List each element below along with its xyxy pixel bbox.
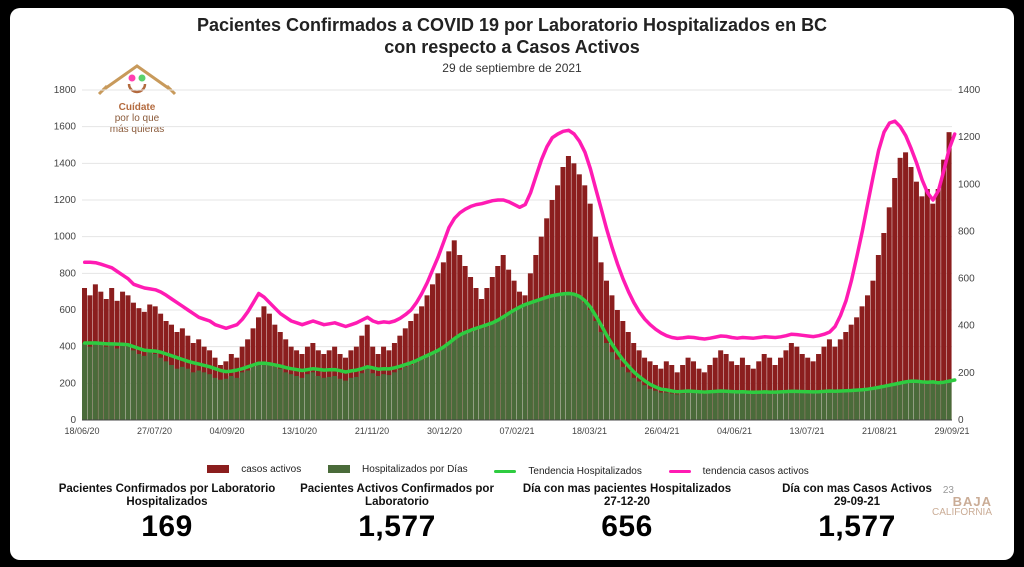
svg-text:1400: 1400 (958, 85, 981, 96)
stat-active: Pacientes Activos Confirmados por Labora… (282, 483, 512, 544)
svg-text:26/04/21: 26/04/21 (644, 426, 679, 436)
svg-text:400: 400 (59, 341, 76, 352)
stat-value: 656 (512, 510, 742, 544)
stat-value: 169 (52, 510, 282, 544)
svg-text:1200: 1200 (54, 195, 77, 206)
stat-value: 1,577 (282, 510, 512, 544)
legend-trend-hosp: Tendencia Hospitalizados (494, 466, 649, 477)
baja-california-logo: BAJA CALIFORNIA (932, 495, 992, 518)
legend-active: casos activos (207, 464, 309, 475)
baja-l2: CALIFORNIA (932, 508, 992, 518)
svg-text:27/07/20: 27/07/20 (137, 426, 172, 436)
svg-text:1200: 1200 (958, 132, 981, 143)
svg-text:1800: 1800 (54, 85, 77, 96)
svg-text:800: 800 (958, 226, 975, 237)
stat-label: Pacientes Confirmados por Laboratorio (52, 483, 282, 496)
svg-text:1000: 1000 (54, 231, 77, 242)
svg-text:800: 800 (59, 268, 76, 279)
svg-text:07/02/21: 07/02/21 (499, 426, 534, 436)
svg-text:600: 600 (958, 273, 975, 284)
stat-label: Pacientes Activos Confirmados por (282, 483, 512, 496)
svg-text:600: 600 (59, 305, 76, 316)
svg-text:30/12/20: 30/12/20 (427, 426, 462, 436)
svg-text:0: 0 (958, 415, 964, 426)
svg-text:13/07/21: 13/07/21 (789, 426, 824, 436)
svg-text:04/06/21: 04/06/21 (717, 426, 752, 436)
stats-row: Pacientes Confirmados por Laboratorio Ho… (24, 477, 1000, 544)
stat-max-hosp-day: Día con mas pacientes Hospitalizados 27-… (512, 483, 742, 544)
svg-text:1600: 1600 (54, 121, 77, 132)
svg-text:1000: 1000 (958, 179, 981, 190)
svg-text:13/10/20: 13/10/20 (282, 426, 317, 436)
svg-text:21/11/20: 21/11/20 (355, 426, 389, 436)
svg-text:04/09/20: 04/09/20 (209, 426, 244, 436)
svg-text:1400: 1400 (54, 158, 77, 169)
svg-text:200: 200 (59, 378, 76, 389)
chart-title-line1: Pacientes Confirmados a COVID 19 por Lab… (24, 14, 1000, 37)
legend-trend-active: tendencia casos activos (669, 466, 817, 477)
svg-text:18/06/20: 18/06/20 (64, 426, 99, 436)
stat-hospitalized: Pacientes Confirmados por Laboratorio Ho… (52, 483, 282, 544)
stat-label: Día con mas pacientes Hospitalizados (512, 483, 742, 496)
svg-text:21/08/21: 21/08/21 (862, 426, 897, 436)
svg-text:400: 400 (958, 320, 975, 331)
svg-text:0: 0 (70, 415, 76, 426)
chart: 0 200 400 600 800 1000 1200 1400 1600 1800 0 200 400… (32, 82, 992, 462)
report-card: Pacientes Confirmados a COVID 19 por Lab… (10, 8, 1014, 560)
chart-svg: 0 200 400 600 800 1000 1200 1400 1600 1800 0 200 400… (32, 82, 992, 462)
stat-sub: Laboratorio (282, 496, 512, 508)
baja-l1: BAJA (932, 495, 992, 508)
svg-text:18/03/21: 18/03/21 (572, 426, 607, 436)
legend-hosp: Hospitalizados por Días (328, 464, 476, 475)
legend: casos activos Hospitalizados por Días Te… (24, 464, 1000, 478)
svg-text:200: 200 (958, 367, 975, 378)
svg-text:29/09/21: 29/09/21 (934, 426, 969, 436)
stat-sub: 27-12-20 (512, 496, 742, 508)
stat-sub: Hospitalizados (52, 496, 282, 508)
